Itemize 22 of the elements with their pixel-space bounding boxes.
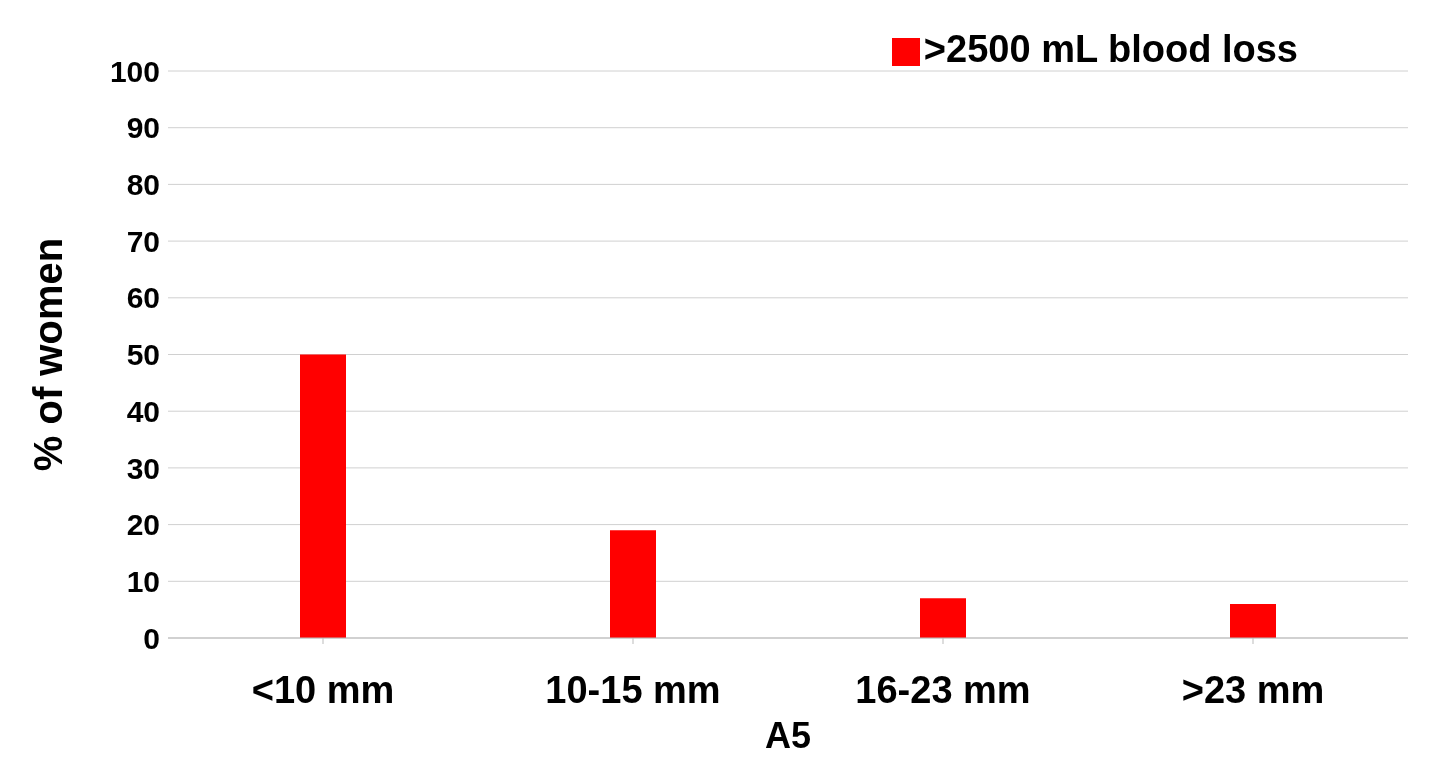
bar bbox=[920, 598, 966, 638]
bar bbox=[610, 530, 656, 638]
y-tick-label: 70 bbox=[126, 224, 160, 258]
x-tick-label: 10-15 mm bbox=[545, 668, 721, 711]
legend-label: >2500 mL blood loss bbox=[923, 28, 1298, 70]
y-tick-label: 90 bbox=[126, 111, 160, 145]
x-tick-label: <10 mm bbox=[251, 668, 395, 711]
y-tick-label: 40 bbox=[126, 394, 160, 428]
y-tick-label: 0 bbox=[143, 621, 160, 655]
y-tick-label: 20 bbox=[126, 508, 160, 542]
y-axis-title: % of women bbox=[26, 237, 71, 472]
y-tick-label: 50 bbox=[126, 338, 160, 372]
x-axis-title: A5 bbox=[764, 715, 812, 756]
y-tick-label: 30 bbox=[126, 451, 160, 485]
y-tick-label: 100 bbox=[109, 54, 160, 88]
x-tick-label: 16-23 mm bbox=[855, 668, 1031, 711]
y-tick-label: 80 bbox=[126, 168, 160, 202]
bar bbox=[1230, 603, 1276, 638]
bar bbox=[300, 354, 346, 638]
x-tick-label: >23 mm bbox=[1181, 668, 1325, 711]
y-tick-label: 60 bbox=[126, 281, 160, 315]
y-tick-label: 10 bbox=[126, 564, 160, 598]
